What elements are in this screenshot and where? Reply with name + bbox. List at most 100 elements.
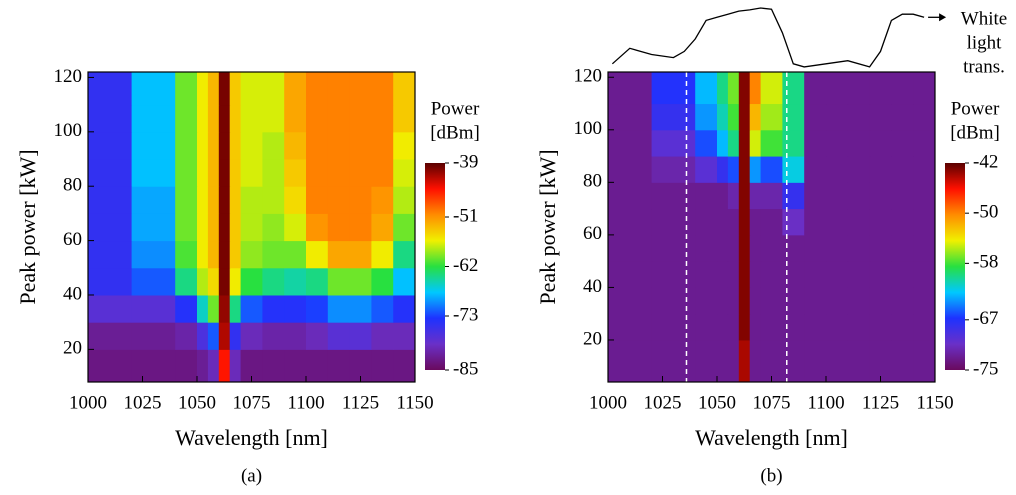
heat-cell: [306, 159, 329, 187]
heat-cell: [847, 261, 871, 288]
heat-cell: [306, 349, 329, 383]
heat-cell: [869, 261, 892, 288]
heat-cell: [306, 186, 329, 214]
heat-cell: [782, 208, 805, 236]
heat-cell: [88, 213, 133, 242]
heat-cell: [804, 156, 827, 183]
y-tick-label: 100: [574, 118, 603, 139]
heat-cell: [327, 72, 351, 106]
heat-cell: [782, 103, 805, 131]
heat-cell: [349, 72, 372, 106]
heat-cell: [695, 208, 718, 236]
heat-cell: [749, 156, 762, 183]
heat-cell: [760, 156, 783, 183]
heat-cell: [131, 104, 176, 133]
heat-cell: [262, 294, 285, 323]
heat-cell: [175, 322, 198, 350]
heat-cell: [284, 104, 307, 133]
x-tick-label: 1025: [644, 392, 682, 413]
heat-cell: [131, 240, 176, 269]
heat-cell: [327, 349, 351, 383]
heat-cell: [760, 313, 783, 341]
heat-cell: [847, 313, 871, 341]
heat-cell: [207, 131, 220, 160]
colorbar-tick-label: -75: [973, 358, 998, 379]
heat-cell: [913, 182, 936, 210]
heat-cell: [869, 313, 892, 341]
heat-cell: [891, 156, 914, 183]
heat-cell: [207, 159, 220, 187]
heat-cell: [240, 267, 263, 296]
heat-cell: [229, 159, 242, 187]
heat-cell: [175, 159, 198, 187]
heat-cell: [262, 349, 285, 383]
y-tick-label: 80: [63, 175, 82, 196]
colorbar-tick-label: -58: [973, 252, 998, 273]
heat-cell: [371, 322, 394, 350]
heat-cell: [306, 213, 329, 242]
heat-cell: [651, 287, 696, 315]
heat-cell: [131, 322, 176, 350]
colorbar-tick-label: -67: [973, 308, 998, 329]
heat-cell: [847, 208, 871, 236]
heat-cell: [695, 103, 718, 131]
heat-cell: [175, 213, 198, 242]
white-light-curve: [611, 7, 925, 68]
heat-cell: [891, 129, 914, 157]
heat-cell: [262, 186, 285, 214]
heat-cell: [284, 240, 307, 269]
heat-cell: [738, 339, 751, 383]
heat-cell: [608, 103, 653, 131]
heat-cell: [651, 234, 696, 262]
heat-cell: [88, 131, 133, 160]
heat-cell: [695, 129, 718, 157]
heat-cell: [804, 72, 827, 105]
heat-cell: [782, 234, 805, 262]
heat-cell: [695, 339, 718, 383]
y-tick-label: 100: [54, 120, 83, 141]
heat-cell: [891, 313, 914, 341]
heat-cell: [717, 339, 729, 383]
heat-cell: [826, 313, 849, 341]
y-axis-label: Peak power [kW]: [535, 149, 560, 304]
heat-cell: [349, 349, 372, 383]
x-tick-label: 1100: [287, 392, 324, 413]
x-tick-label: 1150: [916, 392, 953, 413]
heat-cell: [175, 349, 198, 383]
heat-cell: [760, 129, 783, 157]
heat-cell: [131, 131, 176, 160]
heat-cell: [913, 103, 936, 131]
heat-cell: [349, 267, 372, 296]
heat-cell: [804, 339, 827, 383]
heat-cell: [371, 240, 394, 269]
colorbar-title: Power: [431, 98, 480, 119]
heat-cell: [717, 287, 729, 315]
heat-cell: [88, 72, 133, 106]
heat-cell: [651, 208, 696, 236]
x-tick-label: 1075: [233, 392, 271, 413]
heat-cell: [131, 267, 176, 296]
heat-cell: [240, 186, 263, 214]
y-tick-label: 60: [63, 229, 82, 250]
heat-cell: [749, 72, 762, 105]
heat-cell: [869, 103, 892, 131]
heat-cell: [782, 182, 805, 210]
heat-cell: [608, 129, 653, 157]
heat-cell: [847, 156, 871, 183]
heat-cell: [349, 186, 372, 214]
y-tick-label: 20: [63, 338, 82, 359]
heat-cell: [240, 72, 263, 106]
heat-cell: [727, 103, 740, 131]
heat-cell: [760, 208, 783, 236]
heat-cell: [826, 156, 849, 183]
heat-cell: [717, 208, 729, 236]
heat-cell: [284, 267, 307, 296]
heat-cell: [738, 182, 751, 210]
heat-cell: [207, 267, 220, 296]
heat-cell: [197, 131, 209, 160]
heat-cell: [371, 186, 394, 214]
heat-cell: [651, 182, 696, 210]
heat-cell: [131, 159, 176, 187]
heat-cell: [393, 213, 416, 242]
heat-cell: [393, 131, 416, 160]
